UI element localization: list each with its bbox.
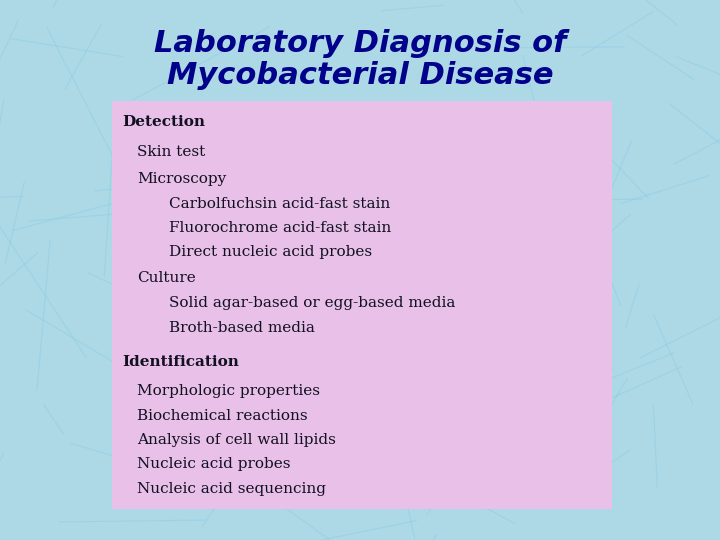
- Text: Skin test: Skin test: [137, 145, 205, 159]
- Text: Solid agar-based or egg-based media: Solid agar-based or egg-based media: [169, 296, 456, 310]
- Text: Nucleic acid sequencing: Nucleic acid sequencing: [137, 482, 325, 496]
- Text: Carbolfuchsin acid-fast stain: Carbolfuchsin acid-fast stain: [169, 197, 390, 211]
- Text: Direct nucleic acid probes: Direct nucleic acid probes: [169, 245, 372, 259]
- Text: Identification: Identification: [122, 355, 239, 369]
- Text: Microscopy: Microscopy: [137, 172, 226, 186]
- Text: Mycobacterial Disease: Mycobacterial Disease: [167, 61, 553, 90]
- Text: Laboratory Diagnosis of: Laboratory Diagnosis of: [154, 29, 566, 58]
- Text: Detection: Detection: [122, 114, 205, 129]
- Text: Culture: Culture: [137, 271, 196, 285]
- FancyBboxPatch shape: [112, 101, 612, 509]
- Text: Morphologic properties: Morphologic properties: [137, 384, 320, 399]
- Text: Analysis of cell wall lipids: Analysis of cell wall lipids: [137, 433, 336, 447]
- Text: Nucleic acid probes: Nucleic acid probes: [137, 457, 290, 471]
- Text: Broth-based media: Broth-based media: [169, 321, 315, 335]
- Text: Biochemical reactions: Biochemical reactions: [137, 409, 307, 423]
- Text: Fluorochrome acid-fast stain: Fluorochrome acid-fast stain: [169, 221, 392, 235]
